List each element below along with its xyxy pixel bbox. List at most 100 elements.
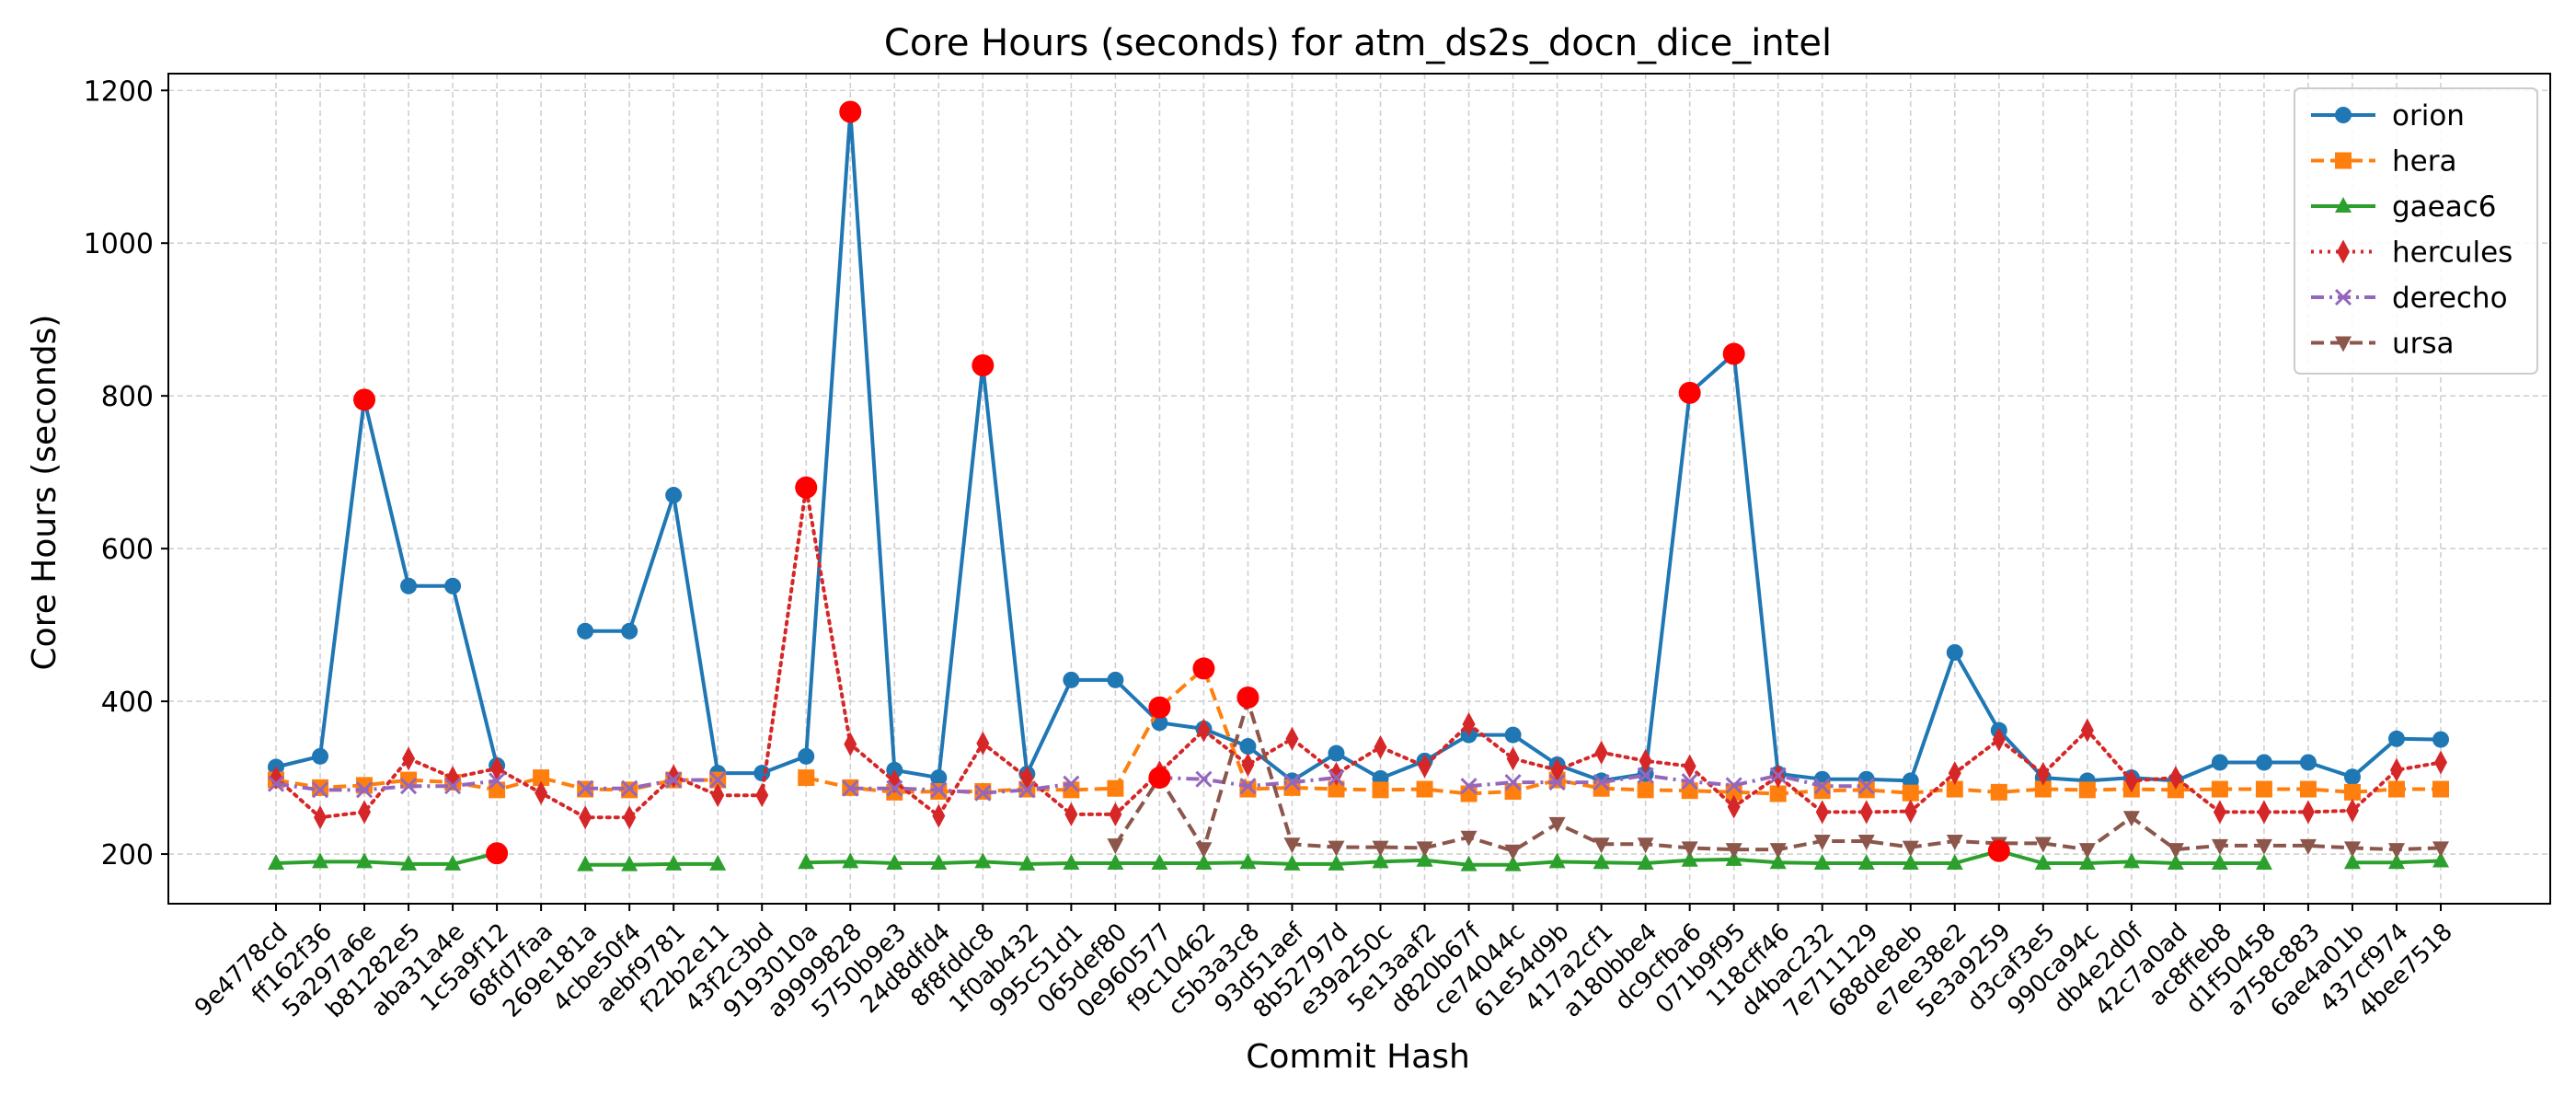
data-point-gaeac6 bbox=[1283, 854, 1301, 871]
data-point-gaeac6 bbox=[621, 855, 638, 871]
data-point-hera bbox=[312, 779, 329, 796]
data-point-hercules bbox=[711, 783, 725, 808]
legend-label-derecho: derecho bbox=[2392, 282, 2508, 315]
data-point-orion bbox=[1328, 744, 1345, 762]
data-point-gaeac6 bbox=[1018, 854, 1036, 871]
data-point-derecho bbox=[444, 778, 462, 795]
data-point-gaeac6 bbox=[842, 852, 859, 869]
series-line-gaeac6 bbox=[585, 861, 719, 867]
data-point-hercules bbox=[2434, 750, 2447, 775]
data-point-hercules bbox=[490, 756, 504, 781]
legend-marker-hercules bbox=[2337, 239, 2350, 264]
data-point-derecho bbox=[842, 779, 859, 797]
data-point-derecho bbox=[1637, 767, 1654, 784]
data-point-hera bbox=[2078, 781, 2096, 799]
data-point-hercules bbox=[2080, 718, 2094, 743]
data-point-hercules bbox=[1506, 746, 1520, 771]
data-point-ursa bbox=[2167, 843, 2184, 860]
data-point-ursa bbox=[1725, 843, 1742, 860]
data-point-hercules bbox=[2301, 800, 2315, 825]
data-point-hercules bbox=[402, 746, 416, 771]
data-point-gaeac6 bbox=[2432, 851, 2449, 868]
data-point-hera bbox=[533, 769, 550, 787]
data-point-gaeac6 bbox=[1063, 854, 1080, 871]
data-point-gaeac6 bbox=[1504, 855, 1522, 871]
data-point-derecho bbox=[311, 781, 329, 799]
anomaly-point-orion bbox=[839, 100, 862, 123]
data-point-derecho bbox=[1681, 773, 1698, 791]
anomaly-point-orion bbox=[1722, 342, 1745, 365]
data-point-ursa bbox=[1548, 816, 1566, 833]
series-line-hercules bbox=[274, 485, 2443, 820]
data-point-hercules bbox=[755, 783, 769, 808]
data-point-derecho bbox=[489, 772, 506, 790]
grid-layer bbox=[168, 74, 2550, 904]
data-point-ursa bbox=[1372, 840, 1389, 857]
y-axis-label: Core Hours (seconds) bbox=[26, 315, 63, 671]
data-point-ursa bbox=[1107, 838, 1124, 855]
data-point-hercules bbox=[1462, 711, 1476, 736]
y-tick-label: 600 bbox=[101, 534, 154, 566]
data-point-derecho bbox=[886, 779, 903, 797]
series-layer bbox=[267, 103, 2449, 871]
data-point-ursa bbox=[1857, 834, 1875, 850]
legend-item-orion: orion bbox=[2311, 99, 2465, 133]
data-point-gaeac6 bbox=[1681, 850, 1698, 867]
data-point-derecho bbox=[1504, 774, 1522, 791]
data-point-ursa bbox=[1328, 840, 1345, 857]
legend-item-gaeac6: gaeac6 bbox=[2311, 190, 2497, 224]
data-point-gaeac6 bbox=[400, 854, 418, 871]
data-point-gaeac6 bbox=[2122, 852, 2140, 869]
data-point-hercules bbox=[2213, 800, 2226, 825]
data-point-gaeac6 bbox=[356, 852, 374, 869]
series-line-orion bbox=[275, 398, 500, 769]
data-point-orion bbox=[665, 487, 683, 504]
data-point-hera bbox=[489, 781, 506, 799]
data-point-gaeac6 bbox=[1769, 853, 1787, 870]
data-point-derecho bbox=[1239, 778, 1257, 795]
legend-label-gaeac6: gaeac6 bbox=[2392, 190, 2497, 224]
data-point-derecho bbox=[621, 779, 638, 797]
data-point-derecho bbox=[1328, 769, 1345, 787]
data-point-ursa bbox=[1769, 843, 1787, 860]
data-point-hercules bbox=[1815, 800, 1829, 825]
data-point-derecho bbox=[1195, 770, 1213, 788]
data-point-ursa bbox=[2299, 838, 2317, 855]
data-point-hercules bbox=[932, 803, 946, 828]
series-line-derecho bbox=[585, 778, 719, 791]
legend-label-hera: hera bbox=[2392, 145, 2456, 179]
data-point-gaeac6 bbox=[1902, 854, 1919, 871]
data-point-hercules bbox=[314, 805, 328, 830]
data-point-gaeac6 bbox=[1857, 854, 1875, 871]
data-point-ursa bbox=[2122, 811, 2140, 827]
data-point-gaeac6 bbox=[930, 854, 948, 871]
data-point-ursa bbox=[1460, 830, 1478, 847]
data-point-ursa bbox=[1637, 837, 1654, 854]
data-point-orion bbox=[621, 622, 638, 640]
data-point-ursa bbox=[1504, 844, 1522, 860]
data-point-hera bbox=[1946, 780, 1963, 798]
data-point-gaeac6 bbox=[1416, 850, 1433, 867]
data-point-hercules bbox=[844, 732, 857, 756]
data-point-hercules bbox=[1197, 718, 1211, 743]
data-point-orion bbox=[2343, 768, 2361, 786]
data-point-hera bbox=[1681, 782, 1698, 800]
anomaly-point-gaeac6 bbox=[486, 842, 509, 865]
data-point-gaeac6 bbox=[2167, 854, 2184, 871]
data-point-hercules bbox=[976, 731, 990, 756]
data-point-hera bbox=[1637, 781, 1654, 799]
data-point-hercules bbox=[2345, 798, 2359, 823]
data-point-derecho bbox=[1460, 778, 1478, 795]
data-point-gaeac6 bbox=[2343, 853, 2361, 870]
y-tick-label: 1200 bbox=[84, 75, 154, 108]
data-point-gaeac6 bbox=[665, 854, 683, 871]
data-point-gaeac6 bbox=[709, 854, 727, 871]
data-point-hercules bbox=[1418, 754, 1432, 779]
series-hera bbox=[268, 660, 2449, 802]
data-point-hera bbox=[1107, 779, 1124, 797]
legend-marker-hera bbox=[2335, 152, 2352, 169]
chart-title: Core Hours (seconds) for atm_ds2s_docn_d… bbox=[884, 22, 1832, 64]
data-point-gaeac6 bbox=[1593, 853, 1610, 870]
data-point-hera bbox=[2299, 780, 2317, 798]
legend-label-ursa: ursa bbox=[2392, 328, 2455, 361]
